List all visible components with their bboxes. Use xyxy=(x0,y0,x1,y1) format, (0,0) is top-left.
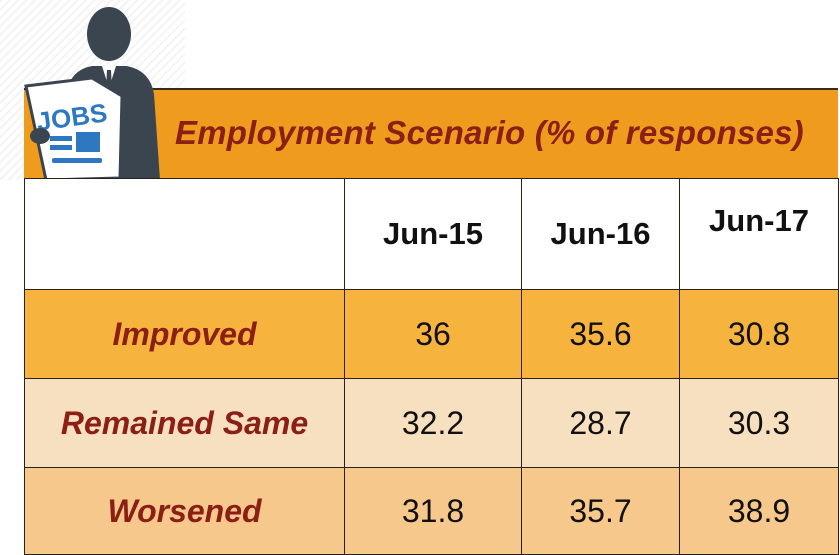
table-row: Remained Same 32.2 28.7 30.3 xyxy=(24,378,839,468)
header-jun-15: Jun-15 xyxy=(344,178,522,290)
cell-value: 38.9 xyxy=(679,467,839,555)
table-row: Worsened 31.8 35.7 38.9 xyxy=(24,467,839,555)
cell-value: 36 xyxy=(344,289,522,379)
page-title: Employment Scenario (% of responses) xyxy=(175,114,804,151)
cell-value: 32.2 xyxy=(344,378,522,468)
title-banner xyxy=(24,88,838,178)
table-row: Improved 36 35.6 30.8 xyxy=(24,289,839,379)
header-jun-16: Jun-16 xyxy=(521,178,680,290)
row-label-remained-same: Remained Same xyxy=(24,378,345,468)
cell-value: 35.7 xyxy=(521,467,680,555)
header-jun-17: Jun-17 xyxy=(679,178,839,290)
cell-value: 31.8 xyxy=(344,467,522,555)
header-row: Jun-15 Jun-16 Jun-17 xyxy=(24,178,839,290)
employment-table: Jun-15 Jun-16 Jun-17 Improved 36 35.6 30… xyxy=(24,178,839,555)
cell-value: 30.8 xyxy=(679,289,839,379)
row-label-improved: Improved xyxy=(24,289,345,379)
cell-value: 28.7 xyxy=(521,378,680,468)
jobs-newspaper-icon: JOBS xyxy=(24,7,160,180)
cell-value: 30.3 xyxy=(679,378,839,468)
header-empty xyxy=(24,178,345,290)
row-label-worsened: Worsened xyxy=(24,467,345,555)
cell-value: 35.6 xyxy=(521,289,680,379)
